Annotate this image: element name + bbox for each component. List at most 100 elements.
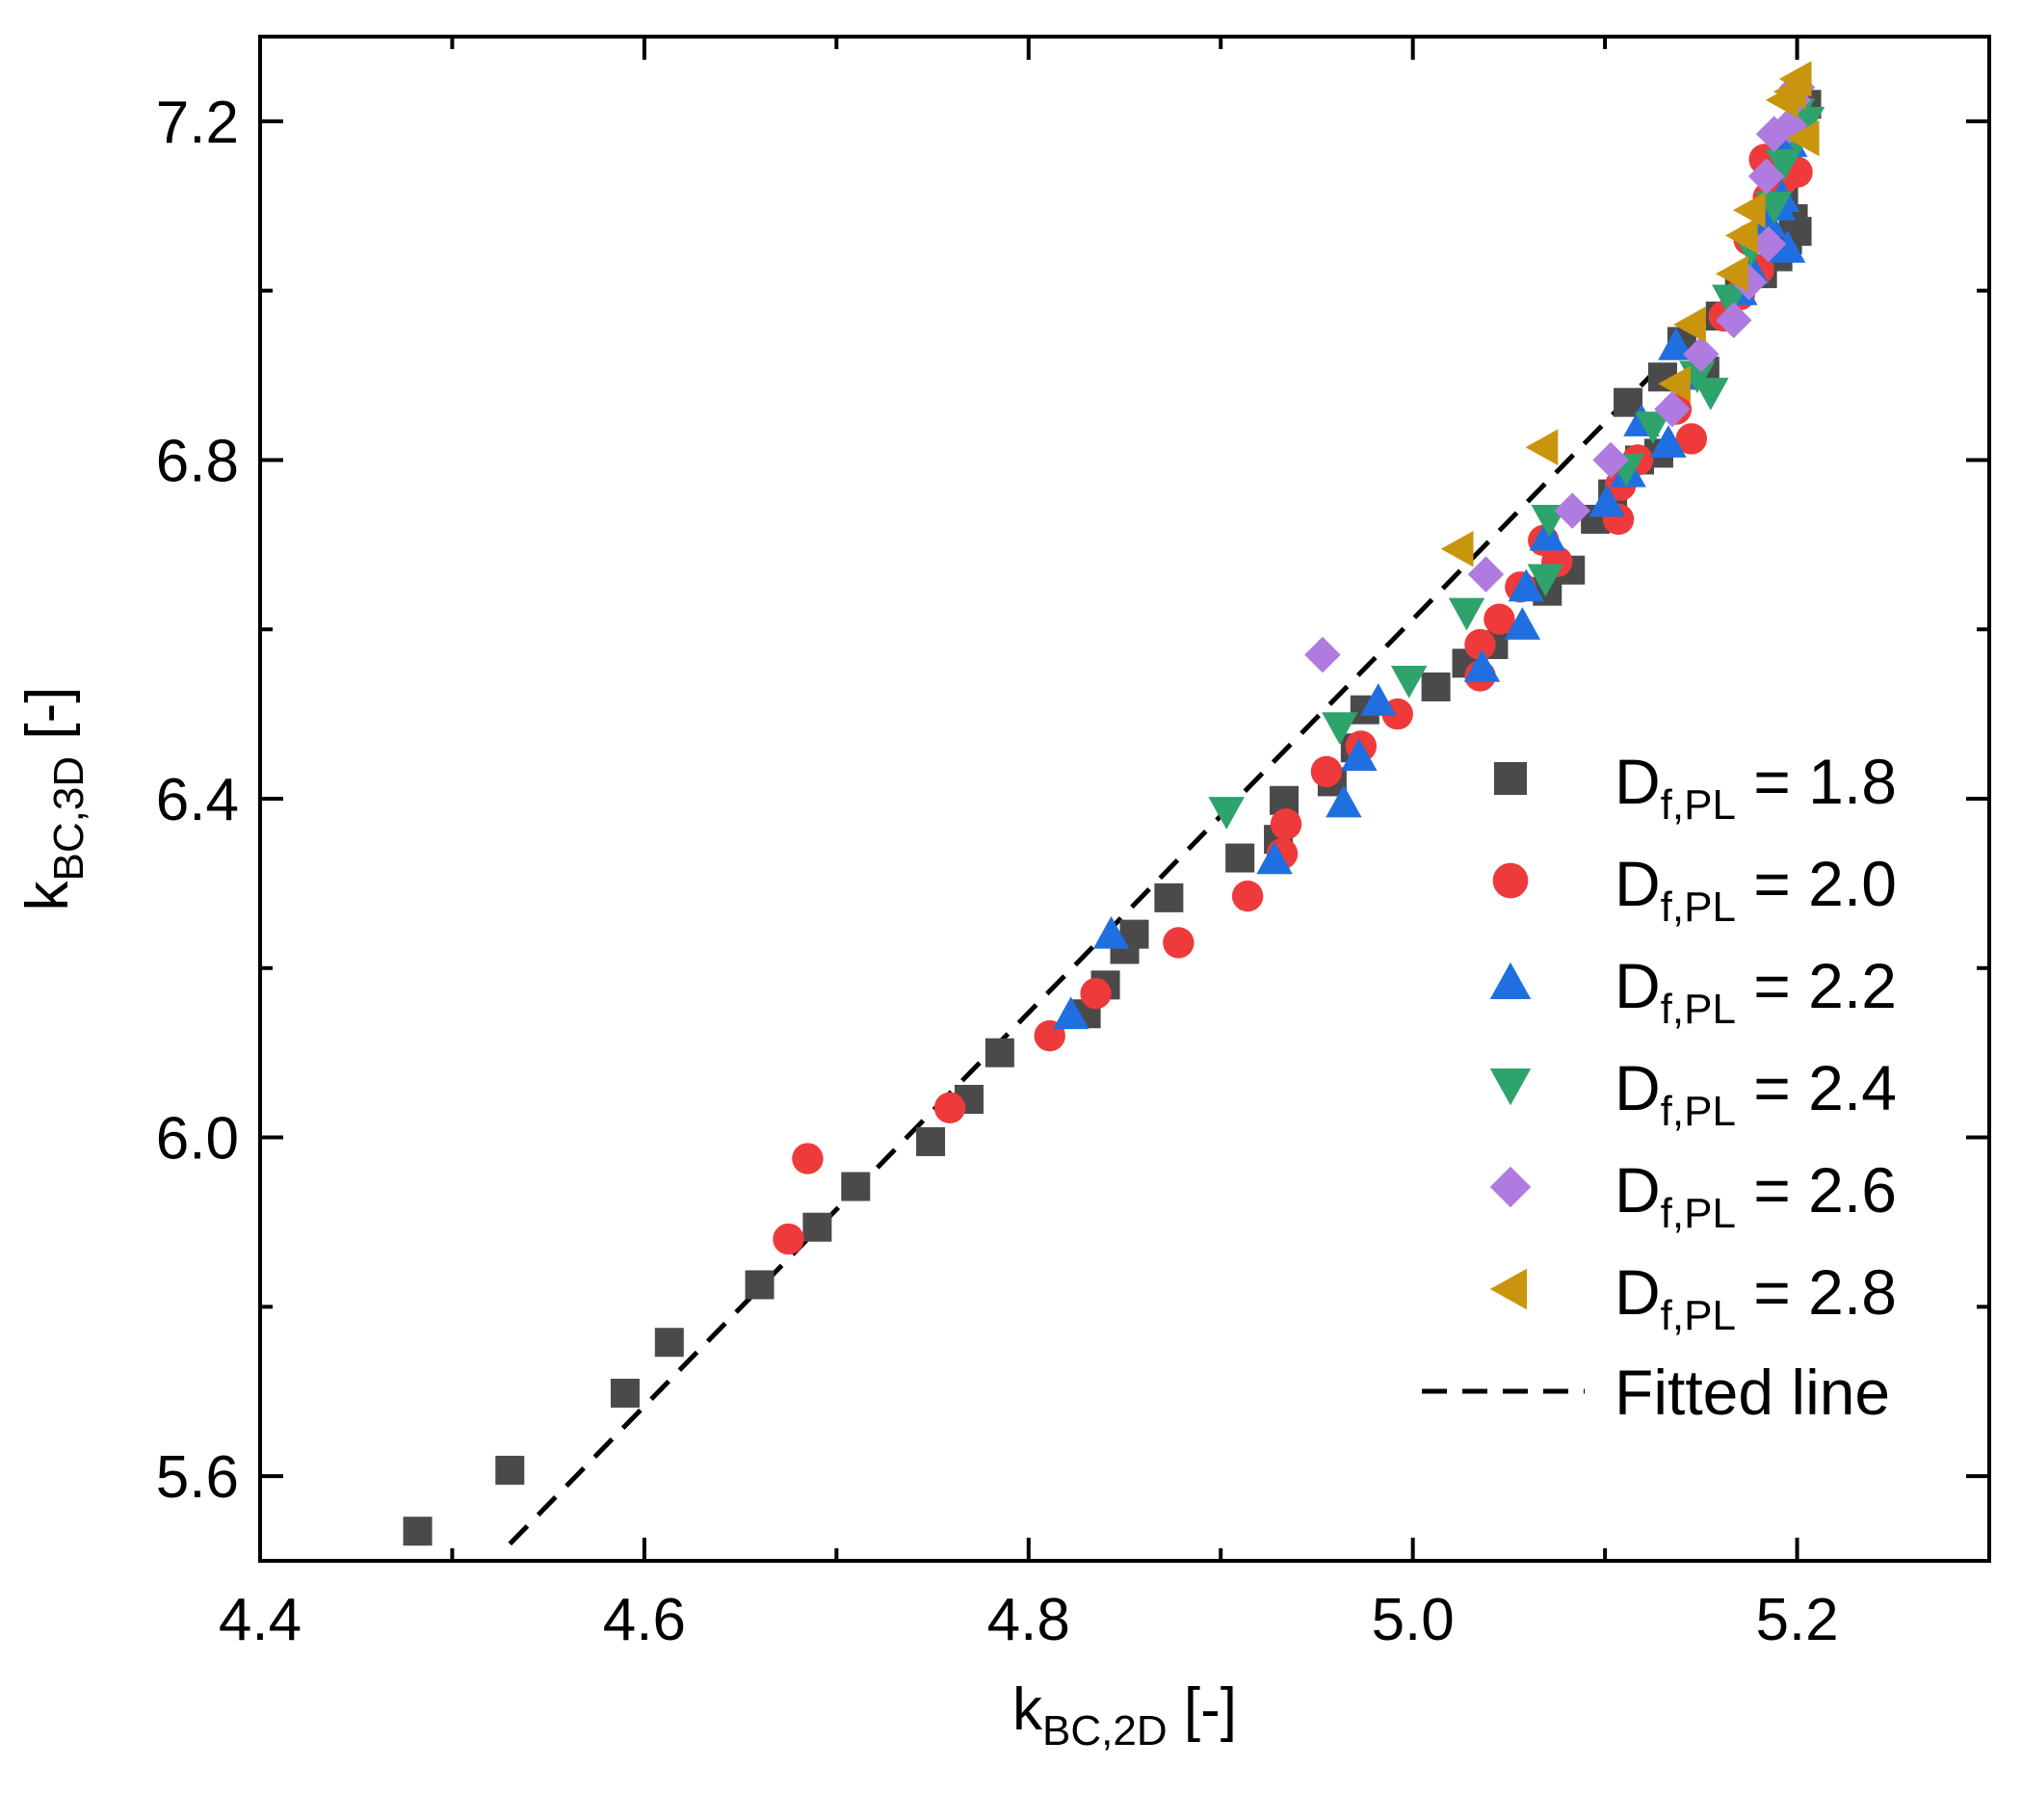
legend-label: Df,PL = 1.8: [1615, 746, 1897, 829]
data-point: [1270, 808, 1302, 840]
data-point: [1360, 683, 1397, 716]
series-4: [1208, 98, 1825, 830]
data-point: [1769, 229, 1806, 263]
legend-label: Fitted line: [1615, 1357, 1890, 1428]
data-point: [1390, 665, 1428, 699]
legend-marker: [1494, 762, 1527, 795]
series-1: [403, 90, 1822, 1546]
fitted-line: [508, 227, 1796, 1546]
data-point: [1529, 517, 1566, 551]
data-point: [1208, 797, 1245, 830]
data-point: [841, 1172, 871, 1201]
data-point: [1467, 556, 1505, 593]
data-point: [1341, 738, 1378, 772]
x-axis-title: kBC,2D [-]: [1012, 1676, 1237, 1754]
y-tick-label: 6.8: [156, 428, 239, 494]
data-point: [1724, 217, 1758, 254]
data-point: [745, 1270, 775, 1300]
x-tick-label: 5.2: [1755, 1587, 1838, 1653]
x-tick-label: 4.4: [219, 1587, 302, 1653]
legend-label: Df,PL = 2.8: [1615, 1256, 1897, 1339]
data-point: [1527, 564, 1564, 597]
axis-ticks: 4.4 4.6 4.8 5.0 5.2 5.6 6.0 6.4 6.8 7.2: [156, 37, 1989, 1653]
legend-item: Df,PL = 2.6: [1489, 1154, 1897, 1237]
legend-marker: [1492, 862, 1529, 899]
data-point: [1658, 328, 1694, 360]
y-tick-label: 6.4: [156, 767, 239, 833]
series-6: [1440, 61, 1820, 567]
legend-label: Df,PL = 2.4: [1615, 1052, 1897, 1135]
data-point: [802, 1212, 832, 1242]
y-tick-label: 6.0: [156, 1106, 239, 1173]
data-point: [1712, 284, 1748, 318]
data-point: [1304, 636, 1341, 673]
data-point: [1322, 712, 1358, 746]
legend: Df,PL = 1.8 Df,PL = 2.0 Df,PL = 2.2 Df,PL =…: [1422, 746, 1897, 1428]
data-point: [1225, 843, 1255, 873]
x-tick-label: 4.8: [987, 1587, 1070, 1653]
data-point: [1683, 335, 1720, 373]
data-point: [1463, 649, 1501, 682]
x-tick-label: 5.0: [1372, 1587, 1455, 1653]
data-point: [1693, 378, 1729, 410]
data-point: [1484, 603, 1515, 635]
y-tick-label: 7.2: [156, 90, 239, 156]
data-point: [1658, 365, 1691, 403]
data-point: [1749, 204, 1787, 238]
data-point: [1673, 306, 1706, 343]
data-point: [1052, 996, 1090, 1030]
x-tick-label: 4.6: [603, 1587, 686, 1653]
data-point: [1508, 568, 1545, 602]
data-point: [1592, 441, 1629, 479]
data-point: [1448, 597, 1485, 631]
data-point: [1554, 492, 1590, 529]
data-point: [1464, 628, 1496, 661]
data-point: [1732, 192, 1766, 228]
legend-marker: [1489, 1166, 1532, 1208]
data-point: [985, 1038, 1014, 1068]
legend-marker: [1489, 1068, 1532, 1106]
data-point: [1440, 530, 1474, 567]
data-point: [1326, 784, 1362, 818]
data-point: [1749, 225, 1787, 263]
data-point: [1504, 607, 1541, 640]
data-point: [1525, 429, 1559, 466]
data-point: [654, 1328, 684, 1358]
legend-marker: [1489, 1268, 1527, 1310]
plot-marks: [403, 61, 1825, 1546]
legend-item: Df,PL = 2.0: [1492, 848, 1897, 931]
data-point: [1778, 61, 1812, 97]
data-point: [1650, 425, 1687, 458]
y-axis-title: kBC,3D [-]: [14, 687, 92, 911]
data-point: [773, 1223, 804, 1255]
data-point: [1715, 255, 1748, 292]
data-point: [792, 1143, 824, 1174]
legend-item: Df,PL = 2.8: [1489, 1256, 1897, 1339]
data-point: [1675, 423, 1708, 455]
data-point: [1747, 158, 1785, 195]
data-point: [403, 1517, 433, 1546]
data-point: [1310, 755, 1343, 788]
data-point: [933, 1092, 966, 1123]
data-point: [1635, 411, 1671, 445]
data-point: [1154, 883, 1184, 912]
legend-item-fitted-line: Fitted line: [1422, 1357, 1890, 1428]
y-tick-label: 5.6: [156, 1444, 239, 1511]
data-point: [1654, 390, 1691, 428]
data-point: [1163, 927, 1195, 959]
data-point: [1231, 880, 1264, 912]
legend-label: Df,PL = 2.0: [1615, 848, 1897, 931]
data-point: [1256, 841, 1293, 875]
legend-item: Df,PL = 1.8: [1494, 746, 1897, 829]
legend-marker: [1489, 962, 1532, 999]
data-point: [610, 1378, 640, 1408]
legend-label: Df,PL = 2.2: [1615, 950, 1897, 1033]
data-point: [1589, 484, 1625, 517]
data-point: [1421, 672, 1451, 701]
data-point: [1765, 148, 1802, 182]
data-point: [1715, 302, 1752, 339]
data-point: [1092, 915, 1130, 949]
data-point: [1786, 119, 1820, 157]
data-point: [916, 1126, 946, 1156]
